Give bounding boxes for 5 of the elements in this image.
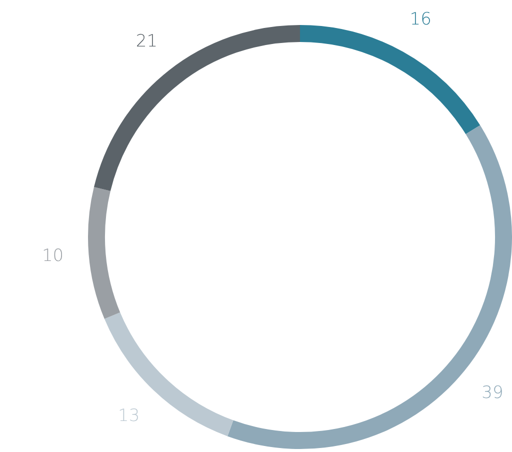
- data-label: 13: [118, 406, 140, 426]
- data-label: 16: [410, 10, 432, 30]
- data-label: 39: [482, 382, 504, 403]
- data-label: 21: [136, 31, 158, 52]
- data-label: 10: [42, 246, 64, 266]
